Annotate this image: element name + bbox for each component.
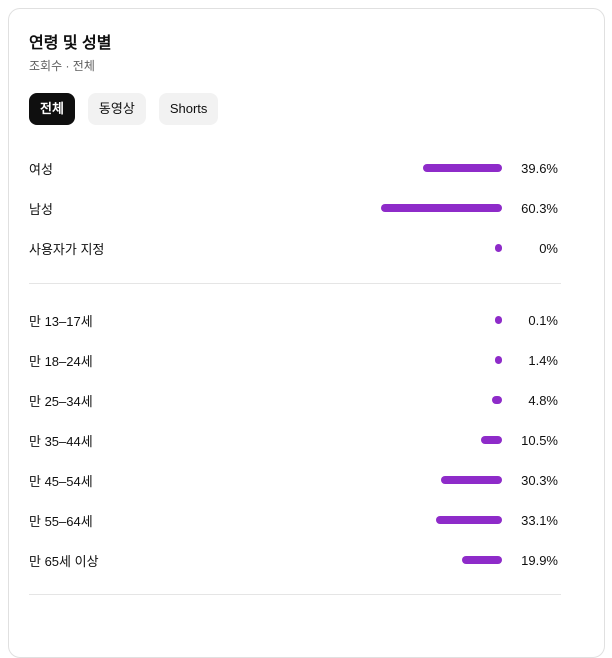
chart-row: 만 13–17세 0.1%: [29, 300, 561, 340]
row-value: 19.9%: [521, 552, 558, 568]
row-bar: [423, 164, 502, 172]
row-track: [298, 396, 502, 404]
row-bar: [481, 436, 502, 444]
chart-row: 만 35–44세 10.5%: [29, 420, 561, 460]
divider: [29, 283, 561, 284]
row-label: 만 25–34세: [29, 393, 93, 409]
tab-videos[interactable]: 동영상: [87, 93, 146, 125]
row-label: 사용자가 지정: [29, 241, 105, 257]
card-title: 연령 및 성별: [29, 35, 112, 52]
row-value: 10.5%: [521, 432, 558, 448]
row-label: 만 18–24세: [29, 353, 93, 369]
row-value: 4.8%: [528, 392, 558, 408]
row-label: 만 55–64세: [29, 513, 93, 529]
row-bar: [436, 516, 502, 524]
row-bar: [495, 316, 502, 324]
chart-row: 만 18–24세 1.4%: [29, 340, 561, 380]
divider: [29, 594, 561, 595]
content-type-tabs: 전체 동영상 Shorts: [29, 93, 584, 125]
row-label: 남성: [29, 201, 53, 217]
row-value: 33.1%: [521, 512, 558, 528]
chart-row: 만 55–64세 33.1%: [29, 500, 561, 540]
chart-row: 남성 60.3%: [29, 188, 561, 228]
row-track: [298, 516, 502, 524]
row-label: 만 45–54세: [29, 473, 93, 489]
row-bar: [495, 356, 502, 364]
row-value: 60.3%: [521, 200, 558, 216]
chart-row: 만 65세 이상 19.9%: [29, 540, 561, 580]
row-bar: [492, 396, 502, 404]
row-track: [298, 436, 502, 444]
row-track: [298, 204, 502, 212]
row-bar: [441, 476, 502, 484]
age-gender-card: 연령 및 성별 조회수 · 전체 전체 동영상 Shorts 여성 39.6% …: [8, 8, 605, 658]
row-track: [298, 556, 502, 564]
row-bar: [381, 204, 502, 212]
row-track: [298, 356, 502, 364]
demographics-chart: 여성 39.6% 남성 60.3% 사용자가 지정 0% 만 13–17세 0.…: [29, 148, 561, 595]
row-track: [298, 316, 502, 324]
row-label: 만 13–17세: [29, 313, 93, 329]
row-value: 39.6%: [521, 160, 558, 176]
row-label: 만 65세 이상: [29, 553, 99, 569]
tab-shorts[interactable]: Shorts: [158, 93, 219, 125]
tab-all[interactable]: 전체: [29, 93, 75, 125]
row-track: [298, 476, 502, 484]
row-bar: [495, 244, 502, 252]
row-value: 1.4%: [528, 352, 558, 368]
row-value: 0%: [539, 240, 558, 256]
row-label: 여성: [29, 161, 53, 177]
row-bar: [462, 556, 502, 564]
chart-row: 사용자가 지정 0%: [29, 228, 561, 268]
row-value: 0.1%: [528, 312, 558, 328]
chart-row: 만 45–54세 30.3%: [29, 460, 561, 500]
row-value: 30.3%: [521, 472, 558, 488]
row-label: 만 35–44세: [29, 433, 93, 449]
chart-row: 만 25–34세 4.8%: [29, 380, 561, 420]
chart-row: 여성 39.6%: [29, 148, 561, 188]
row-track: [298, 164, 502, 172]
card-subtitle: 조회수 · 전체: [29, 59, 95, 73]
row-track: [298, 244, 502, 252]
